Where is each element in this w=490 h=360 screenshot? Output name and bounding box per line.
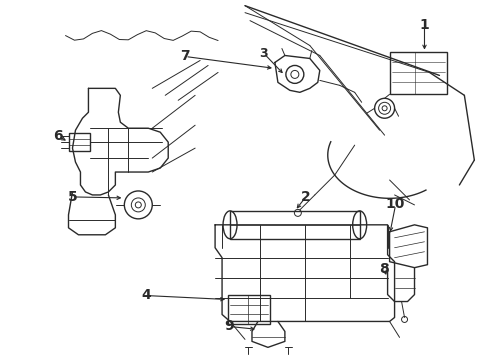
Bar: [228, 294, 270, 324]
Bar: [69, 133, 91, 151]
Text: 5: 5: [68, 190, 78, 204]
Text: 4: 4: [142, 288, 151, 302]
Text: 8: 8: [379, 262, 389, 276]
Text: 1: 1: [420, 18, 430, 32]
Text: 10: 10: [386, 197, 405, 211]
Bar: [230, 211, 360, 239]
Text: 6: 6: [53, 129, 63, 143]
Text: 2: 2: [301, 190, 311, 204]
Text: 3: 3: [259, 47, 268, 60]
Text: 7: 7: [181, 49, 190, 63]
Text: 9: 9: [224, 319, 234, 333]
